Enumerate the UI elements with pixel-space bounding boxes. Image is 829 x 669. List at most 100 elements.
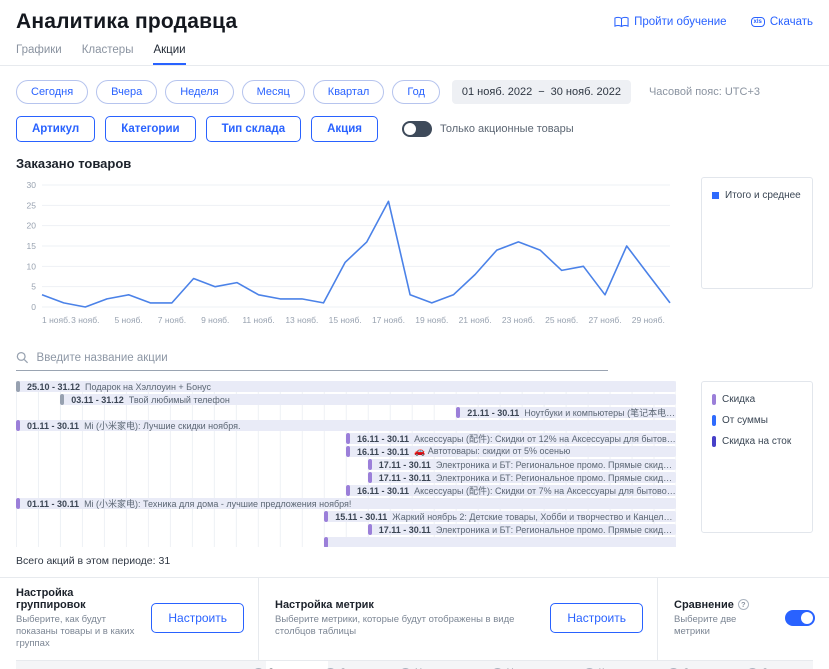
date-preset-Вчера[interactable]: Вчера: [96, 80, 158, 104]
svg-text:21 нояб.: 21 нояб.: [459, 315, 492, 325]
promo-dates: 17.11 - 30.11: [378, 472, 431, 483]
svg-text:3 нояб.: 3 нояб.: [71, 315, 99, 325]
promo-name: Подарок на Хэллоуин + Бонус: [85, 381, 211, 392]
download-link[interactable]: xls Скачать: [750, 16, 813, 28]
filter-Тип склада[interactable]: Тип склада: [205, 116, 302, 142]
sort-icon[interactable]: ↓: [473, 667, 478, 669]
date-range-picker[interactable]: 01 нояб. 2022 − 30 нояб. 2022: [451, 80, 631, 104]
date-preset-Год[interactable]: Год: [392, 80, 440, 104]
svg-text:1 нояб.: 1 нояб.: [42, 315, 70, 325]
promo-name: Жаркий ноябрь 2: Детские товары, Хобби и…: [392, 511, 676, 522]
svg-text:15: 15: [27, 241, 37, 251]
chart-legend-item[interactable]: Итого и среднее: [712, 190, 802, 201]
timezone-label: Часовой пояс: UTC+3: [648, 86, 760, 98]
column-header-5[interactable]: ?Конверсия в корзину из карточки товара↓: [580, 661, 665, 669]
filter-Акция[interactable]: Акция: [311, 116, 379, 142]
promo-bar[interactable]: 16.11 - 30.11 Аксессуары (配件): Скидки от …: [346, 485, 676, 496]
promo-legend-box: Скидка От суммы Скидка на сток: [701, 381, 813, 533]
column-header-7[interactable]: ?Заказано на сумму по акции↓: [743, 661, 822, 669]
chart-section-title: Заказано товаров: [16, 156, 132, 171]
date-preset-Месяц[interactable]: Месяц: [241, 80, 305, 104]
date-separator: −: [538, 86, 545, 98]
tab-Кластеры[interactable]: Кластеры: [81, 44, 134, 56]
svg-text:15 нояб.: 15 нояб.: [329, 315, 362, 325]
search-icon: [16, 351, 29, 364]
promo-dates: 01.11 - 30.11: [27, 420, 80, 431]
comparison-subtitle: Выберите две метрики: [674, 613, 737, 637]
promo-only-toggle[interactable]: [402, 121, 433, 137]
comparison-toggle[interactable]: [785, 610, 815, 627]
chart-legend-box: Итого и среднее: [701, 177, 813, 289]
promo-legend-item[interactable]: Скидка: [712, 394, 802, 405]
column-header-3[interactable]: ?Уникальные посетители, всего↓: [400, 661, 488, 669]
date-preset-Квартал[interactable]: Квартал: [312, 80, 385, 104]
promo-bar[interactable]: 01.11 - 30.11 Mi (小米家电): Техника для дома…: [16, 498, 676, 509]
svg-text:17 нояб.: 17 нояб.: [372, 315, 405, 325]
date-preset-Неделя[interactable]: Неделя: [165, 80, 234, 104]
promo-legend-item[interactable]: От суммы: [712, 415, 802, 426]
promo-bar[interactable]: 16.11 - 30.11 🚗 Автотовары: скидки от 5% …: [346, 446, 676, 457]
column-header-2[interactable]: ?Заказано товаров по акции↓: [325, 661, 400, 669]
grouping-title: Настройка группировок: [16, 587, 86, 611]
promo-bar[interactable]: 25.10 - 31.12 Подарок на Хэллоуин + Бонус: [16, 381, 676, 392]
promo-bar[interactable]: [324, 537, 676, 547]
category-column-header[interactable]: Категория 3-го уровня → Товары: [16, 661, 266, 669]
table-header-row: Категория 3-го уровня → Товары ?Заказано…: [16, 659, 813, 669]
info-icon[interactable]: ?: [737, 599, 749, 611]
comparison-settings: Сравнение ? Выберите две метрики: [657, 578, 829, 660]
orders-line-chart[interactable]: 0 5 10 15 20 25 30 1 нояб. 3 нояб. 5 нояб. 7 нояб.…: [16, 177, 676, 335]
sort-icon[interactable]: ↓: [807, 667, 812, 669]
promo-legend-swatch: [712, 415, 716, 426]
promo-timeline-area: 25.10 - 31.12 Подарок на Хэллоуин + Бонус…: [0, 371, 829, 547]
promo-name: Электроника и БТ: Региональное промо. Пр…: [435, 459, 676, 470]
filter-Артикул[interactable]: Артикул: [16, 116, 96, 142]
sort-icon[interactable]: ↓: [649, 667, 654, 669]
promo-gantt-chart[interactable]: 25.10 - 31.12 Подарок на Хэллоуин + Бонус…: [16, 381, 676, 547]
promo-legend-item[interactable]: Скидка на сток: [712, 436, 802, 447]
promo-name: Электроника и БТ: Региональное промо. Пр…: [435, 524, 676, 535]
tab-Графики[interactable]: Графики: [16, 44, 62, 56]
sort-icon[interactable]: ↓: [565, 667, 570, 669]
book-icon: [614, 16, 629, 28]
sort-icon[interactable]: ↓: [728, 667, 733, 669]
promo-dates: 03.11 - 31.12: [71, 394, 124, 405]
tab-Акции[interactable]: Акции: [153, 44, 186, 65]
promo-type-marker: [346, 433, 350, 444]
date-preset-Сегодня[interactable]: Сегодня: [16, 80, 89, 104]
top-bar: Аналитика продавца Пройти обучение xls С…: [0, 0, 829, 34]
promo-bar[interactable]: 15.11 - 30.11 Жаркий ноябрь 2: Детские то…: [324, 511, 676, 522]
sort-icon[interactable]: ↓: [385, 667, 390, 669]
training-link[interactable]: Пройти обучение: [614, 16, 727, 28]
promo-bar[interactable]: 17.11 - 30.11 Электроника и БТ: Региональ…: [367, 472, 676, 483]
promo-type-marker: [60, 394, 65, 405]
svg-text:11 нояб.: 11 нояб.: [242, 315, 274, 325]
column-label: Заказано на сумму: [683, 667, 724, 669]
download-link-label: Скачать: [769, 16, 813, 28]
sort-icon[interactable]: ↓: [313, 667, 318, 669]
grouping-settings: Настройка группировок Выберите, как буду…: [0, 578, 258, 660]
promo-bar[interactable]: 01.11 - 30.11 Mi (小米家电): Лучшие скидки но…: [16, 420, 676, 431]
promo-search-input[interactable]: [36, 351, 608, 364]
filter-Категории[interactable]: Категории: [105, 116, 196, 142]
promo-bar[interactable]: 16.11 - 30.11 Аксессуары (配件): Скидки от …: [346, 433, 676, 444]
svg-text:23 нояб.: 23 нояб.: [502, 315, 535, 325]
svg-text:27 нояб.: 27 нояб.: [588, 315, 621, 325]
svg-text:20: 20: [27, 221, 37, 231]
grouping-configure-button[interactable]: Настроить: [151, 603, 244, 634]
column-header-1[interactable]: ?Заказано товаров↓: [253, 660, 328, 669]
promo-dates: 25.10 - 31.12: [27, 381, 81, 392]
promo-type-marker: [346, 446, 350, 457]
column-header-6[interactable]: ?Заказано на сумму↓: [664, 661, 743, 669]
metrics-configure-button[interactable]: Настроить: [550, 603, 643, 634]
svg-text:0: 0: [31, 302, 36, 312]
promo-name: Mi (小米家电): Техника для дома - лучшие пре…: [84, 499, 352, 509]
promo-bar[interactable]: 21.11 - 30.11 Ноутбуки и компьютеры (笔记本电…: [456, 407, 676, 418]
promo-bar[interactable]: 03.11 - 31.12 Твой любимый телефон: [60, 394, 676, 405]
filter-button-row: Артикул Категории Тип склада Акция Только а…: [0, 104, 829, 142]
promo-bar[interactable]: 17.11 - 30.11 Электроника и БТ: Региональ…: [367, 459, 676, 470]
promo-type-marker: [16, 420, 20, 431]
promo-bar[interactable]: 17.11 - 30.11 Электроника и БТ: Региональ…: [367, 524, 676, 535]
column-header-4[interactable]: ?Уникальные посетители с просмотром карт…: [488, 661, 580, 669]
metrics-table: Категория 3-го уровня → Товары ?Заказано…: [16, 659, 813, 669]
promo-type-marker: [324, 511, 329, 522]
